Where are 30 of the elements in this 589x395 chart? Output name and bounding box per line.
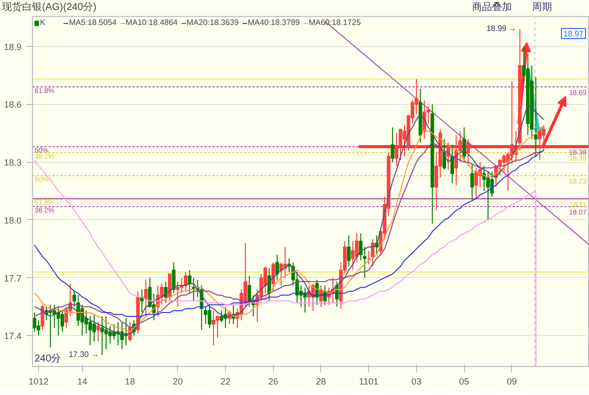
y-tick-label: 17.7 — [4, 273, 22, 284]
x-tick-label: 22 — [220, 376, 230, 386]
legend-label: MA10:18.4864 — [126, 18, 178, 27]
legend-label: K — [40, 18, 46, 27]
text: 周期 — [532, 1, 552, 15]
x-tick-label: 20 — [172, 376, 183, 386]
y-tick-label: 18.3 — [4, 158, 22, 168]
legend-label: MA40:18.3789 — [248, 18, 300, 27]
x-tick-label: 1101 — [359, 376, 378, 386]
text: 商品叠加 — [472, 1, 512, 15]
annotation: 240分 — [34, 352, 62, 364]
x-tick-label: 03 — [411, 376, 422, 386]
y-tick-label: 18.6 — [4, 100, 22, 110]
annotation: 17.30 → — [68, 350, 99, 359]
y-tick-label: 18.0 — [4, 215, 22, 226]
annotation: 18.99 → — [486, 24, 517, 34]
x-tick-label: 05 — [459, 376, 470, 386]
y-tick-label: 17.4 — [4, 331, 22, 342]
x-tick-label: 1012 — [28, 376, 48, 386]
legend-label: MA60:18.1725 — [308, 18, 361, 27]
chart-title: 现货白银(AG)(240分) — [2, 1, 96, 15]
x-tick-label: 14 — [77, 376, 88, 386]
x-tick-label: 28 — [316, 376, 326, 386]
text: 18.97 — [563, 30, 584, 38]
x-tick-label: 26 — [268, 376, 278, 386]
x-tick-label: 18 — [124, 376, 135, 386]
y-tick-label: 18.9 — [4, 42, 22, 52]
legend-label: MA5:18.5054 — [69, 18, 117, 27]
legend-label: MA20:18.3639 — [186, 18, 239, 27]
x-tick-label: 09 — [506, 376, 517, 386]
